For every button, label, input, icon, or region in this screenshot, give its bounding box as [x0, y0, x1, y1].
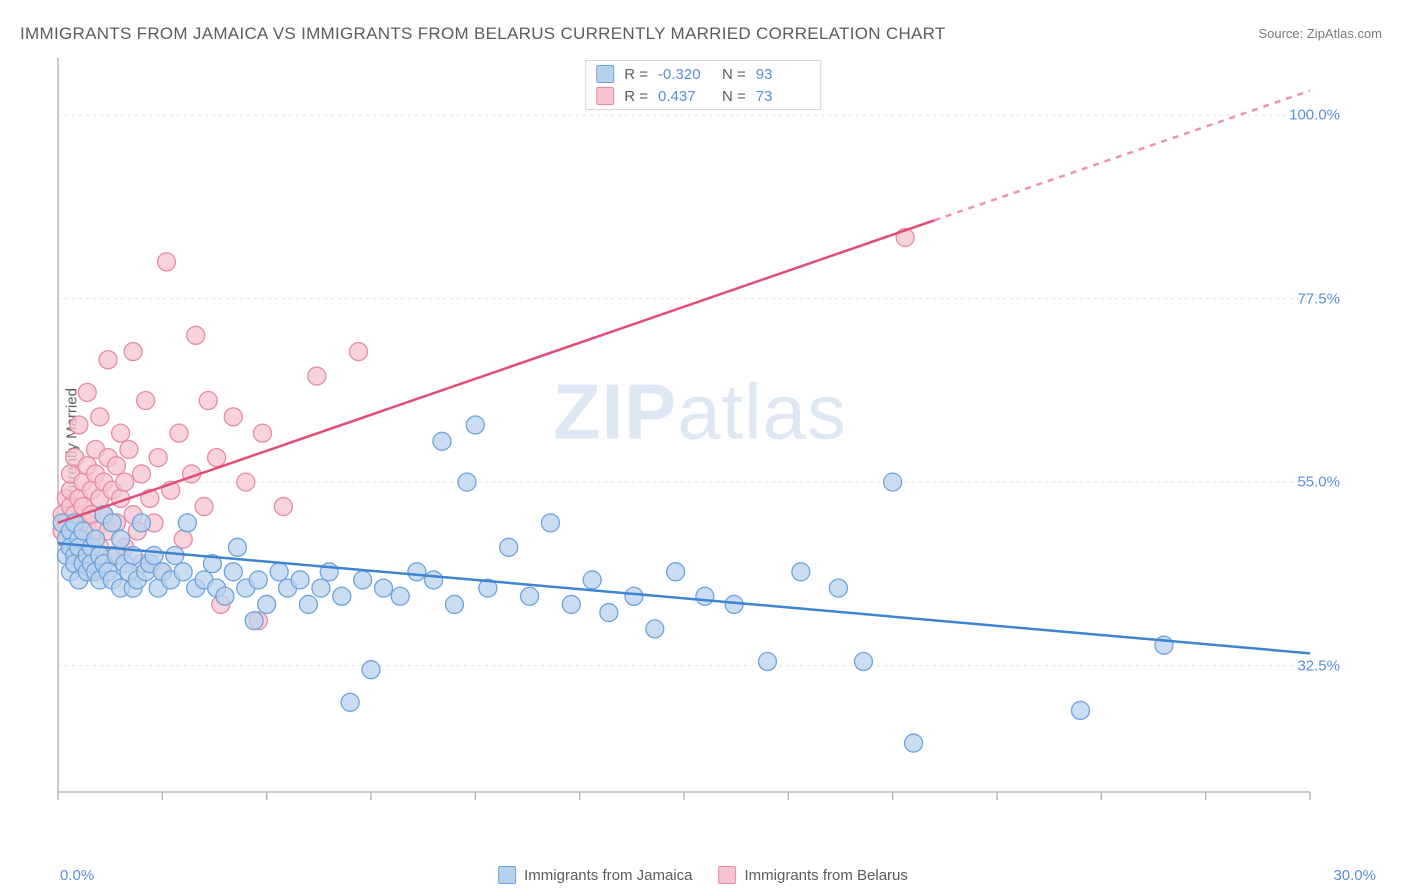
- y-tick-label: 100.0%: [1289, 107, 1340, 124]
- r-label: R =: [624, 88, 648, 105]
- x-tick-left: 0.0%: [60, 867, 94, 884]
- legend-item-belarus: Immigrants from Belarus: [719, 866, 908, 884]
- y-tick-label: 77.5%: [1297, 290, 1340, 307]
- n-value-2: 73: [756, 88, 810, 105]
- y-tick-label: 55.0%: [1297, 474, 1340, 491]
- chart-container: IMMIGRANTS FROM JAMAICA VS IMMIGRANTS FR…: [0, 0, 1406, 892]
- source-label: Source: ZipAtlas.com: [1258, 26, 1382, 41]
- chart-area: ZIPatlas 32.5%55.0%77.5%100.0%: [52, 58, 1348, 828]
- swatch-jamaica-icon: [596, 65, 614, 83]
- n-label: N =: [722, 66, 746, 83]
- swatch-belarus-icon: [596, 87, 614, 105]
- correlation-legend: R = -0.320 N = 93 R = 0.437 N = 73: [585, 60, 821, 110]
- r-value-1: -0.320: [658, 66, 712, 83]
- x-tick-right: 30.0%: [1333, 867, 1376, 884]
- n-value-1: 93: [756, 66, 810, 83]
- r-value-2: 0.437: [658, 88, 712, 105]
- r-label: R =: [624, 66, 648, 83]
- correlation-row-2: R = 0.437 N = 73: [596, 85, 810, 107]
- n-label: N =: [722, 88, 746, 105]
- chart-title: IMMIGRANTS FROM JAMAICA VS IMMIGRANTS FR…: [20, 24, 946, 44]
- legend-label-jamaica: Immigrants from Jamaica: [524, 867, 692, 884]
- swatch-jamaica-icon: [498, 866, 516, 884]
- correlation-row-1: R = -0.320 N = 93: [596, 63, 810, 85]
- y-tick-label: 32.5%: [1297, 657, 1340, 674]
- series-legend: Immigrants from Jamaica Immigrants from …: [498, 866, 908, 884]
- scatter-plot: [52, 58, 1348, 828]
- legend-item-jamaica: Immigrants from Jamaica: [498, 866, 692, 884]
- legend-label-belarus: Immigrants from Belarus: [745, 867, 908, 884]
- swatch-belarus-icon: [719, 866, 737, 884]
